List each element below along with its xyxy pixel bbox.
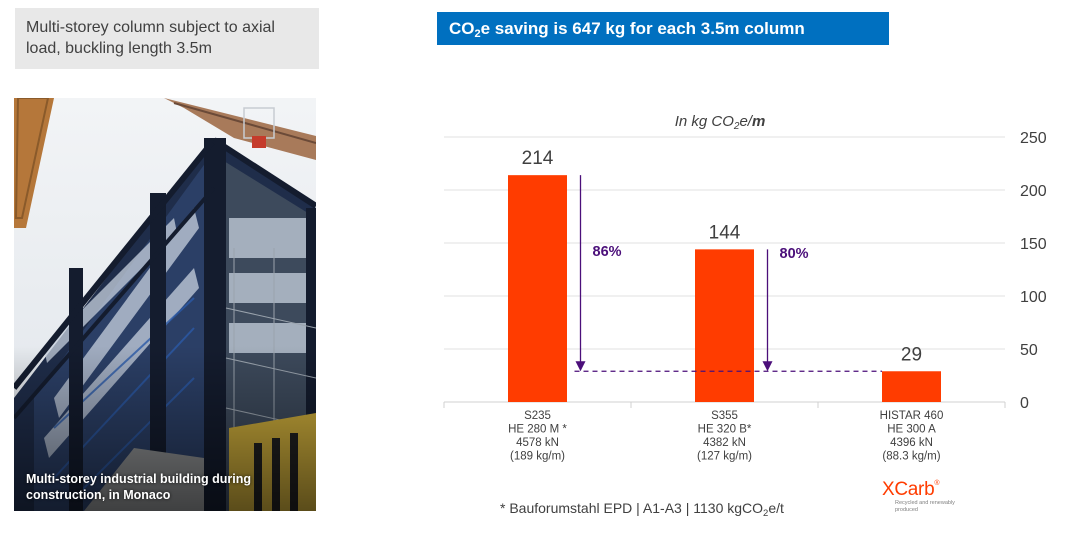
- x-category-label: HE 280 M *: [508, 424, 567, 436]
- footnote-suffix: e/t: [768, 500, 784, 516]
- y-tick-label: 250: [1020, 130, 1047, 147]
- headline-banner: CO2e saving is 647 kg for each 3.5m colu…: [437, 12, 889, 45]
- reduction-percent-label: 86%: [593, 244, 622, 260]
- footnote: * Bauforumstahl EPD | A1-A3 | 1130 kgCO2…: [500, 500, 784, 519]
- chart-unit-label: In kg CO2e/m: [645, 113, 795, 132]
- bar: [508, 175, 567, 402]
- unit-subscript: 2: [733, 121, 740, 132]
- xcarb-name: XCarb: [882, 479, 935, 500]
- bar-value-label: 214: [522, 148, 554, 169]
- headline-subscript: 2: [474, 28, 481, 40]
- headline-prefix: CO: [449, 19, 475, 38]
- x-category-label: HE 320 B*: [698, 424, 752, 436]
- x-category-label: S355: [711, 410, 738, 422]
- xcarb-logo: XCarb® Recycled and renewably produced: [882, 474, 972, 514]
- bar-value-label: 144: [709, 222, 741, 243]
- footnote-subscript: 2: [763, 508, 769, 519]
- context-description: Multi-storey column subject to axial loa…: [15, 8, 319, 69]
- context-text: Multi-storey column subject to axial loa…: [26, 19, 275, 57]
- xcarb-wordmark: XCarb®: [882, 474, 972, 500]
- bar: [695, 249, 754, 402]
- x-category-label: S235: [524, 410, 551, 422]
- x-category-label: HE 300 A: [887, 424, 936, 436]
- y-tick-label: 100: [1020, 289, 1047, 306]
- x-category-label: (127 kg/m): [697, 451, 752, 463]
- reduction-arrow-head: [762, 361, 773, 372]
- reduction-percent-label: 80%: [780, 246, 809, 262]
- x-category-label: 4396 kN: [890, 437, 933, 449]
- y-tick-label: 200: [1020, 183, 1047, 200]
- y-tick-label: 50: [1020, 342, 1038, 359]
- x-category-label: (88.3 kg/m): [882, 451, 940, 463]
- footnote-prefix: * Bauforumstahl EPD | A1-A3 | 1130 kgCO: [500, 500, 764, 516]
- x-category-label: HISTAR 460: [880, 410, 944, 422]
- headline-suffix: e saving is 647 kg for each 3.5m column: [480, 19, 805, 38]
- y-tick-label: 0: [1020, 395, 1029, 412]
- unit-prefix: In kg CO: [674, 113, 734, 130]
- bar-value-label: 29: [901, 344, 922, 365]
- photo-caption: Multi-storey industrial building during …: [26, 472, 251, 502]
- building-photo: Multi-storey industrial building during …: [14, 98, 316, 511]
- unit-bold: m: [751, 113, 766, 130]
- reduction-arrow-head: [575, 361, 586, 372]
- xcarb-tagline: Recycled and renewably produced: [895, 500, 955, 513]
- unit-mid: e/: [739, 113, 752, 130]
- x-category-label: (189 kg/m): [510, 451, 565, 463]
- building-photo-illustration: [14, 98, 316, 511]
- y-tick-label: 150: [1020, 236, 1047, 253]
- xcarb-registered-mark: ®: [934, 480, 940, 487]
- bar: [882, 371, 941, 402]
- x-category-label: 4382 kN: [703, 437, 746, 449]
- x-category-label: 4578 kN: [516, 437, 559, 449]
